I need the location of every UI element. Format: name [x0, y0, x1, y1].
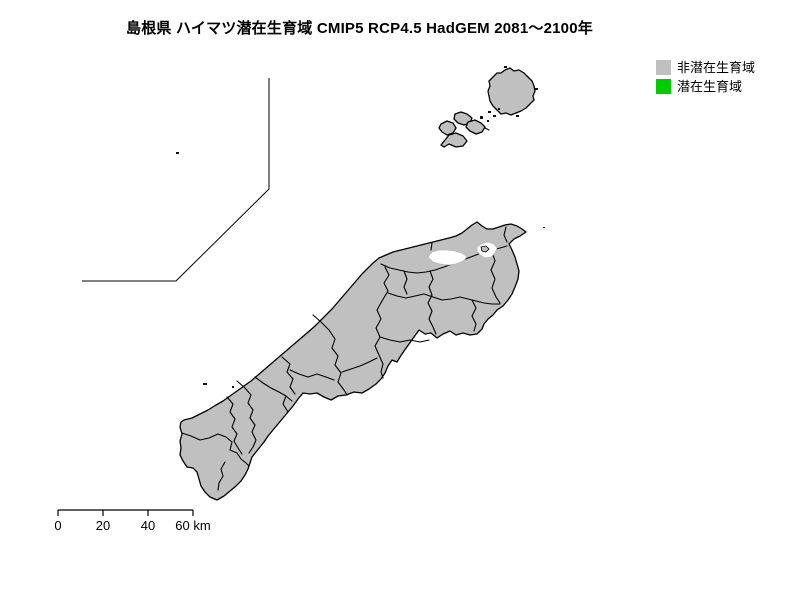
oki-dozen-chiburijima [440, 132, 468, 148]
municipal-boundary [490, 251, 501, 304]
islet [535, 88, 538, 90]
legend-swatch-non-potential [656, 60, 671, 75]
lake-shinji [427, 249, 468, 266]
oki-dozen-spike [484, 127, 490, 131]
scale-label-60km: 60 km [175, 518, 210, 533]
municipal-boundary [282, 395, 289, 413]
figure-title: 島根県 ハイマツ潜在生育域 CMIP5 RCP4.5 HadGEM 2081〜2… [126, 20, 593, 37]
islet [543, 227, 545, 228]
municipal-boundary [236, 380, 257, 454]
islet [176, 152, 179, 154]
islet [516, 115, 519, 117]
islet [487, 120, 489, 122]
municipal-boundary [289, 369, 335, 381]
scale-label-20: 20 [96, 518, 110, 533]
scale-label-0: 0 [54, 518, 61, 533]
scale-label-40: 40 [141, 518, 155, 533]
small-islets [176, 66, 545, 388]
shimane-mainland [179, 221, 527, 501]
legend-item-potential: 潜在生育域 [656, 79, 755, 94]
islet [504, 66, 507, 68]
sea-boundary-line [82, 78, 270, 282]
sea-boundary-polyline [82, 78, 270, 282]
oki-dozen-west-islet [438, 120, 457, 136]
islet [498, 108, 500, 110]
municipal-boundary [281, 356, 296, 395]
municipal-boundary [217, 461, 226, 491]
municipal-boundary [387, 292, 501, 305]
legend-item-non-potential: 非潜在生育域 [656, 60, 755, 75]
oki-dogo-island [487, 67, 536, 116]
legend-label-potential: 潜在生育域 [677, 79, 743, 94]
municipal-boundary [226, 396, 243, 455]
potential-color-swatch [656, 79, 671, 94]
municipal-boundary [181, 432, 250, 467]
municipal-boundary [254, 376, 293, 402]
municipal-boundary [503, 226, 508, 243]
mainland-outline [179, 221, 527, 501]
legend-swatch-potential [656, 79, 671, 94]
municipal-boundary [427, 270, 437, 335]
islet [493, 115, 496, 117]
municipal-boundary [430, 242, 433, 251]
islet [203, 383, 207, 385]
islet [488, 111, 491, 113]
municipal-boundary [379, 336, 430, 343]
legend: 非潜在生育域 潜在生育域 [656, 60, 755, 98]
daikonshima-island [480, 245, 490, 253]
islet [232, 386, 234, 388]
islet [480, 116, 483, 119]
legend-label-non-potential: 非潜在生育域 [677, 60, 756, 75]
municipal-boundary [471, 299, 477, 332]
lakes [427, 241, 498, 266]
municipal-boundary [341, 357, 378, 373]
oki-dozen-nakanoshima [465, 119, 486, 135]
municipal-boundary [312, 314, 348, 396]
municipal-boundary [374, 266, 390, 379]
scale-bar: 0 20 40 60 km [54, 509, 211, 533]
non-potential-color-swatch [656, 60, 671, 75]
oki-islands [438, 67, 536, 148]
municipal-boundary [403, 270, 408, 295]
